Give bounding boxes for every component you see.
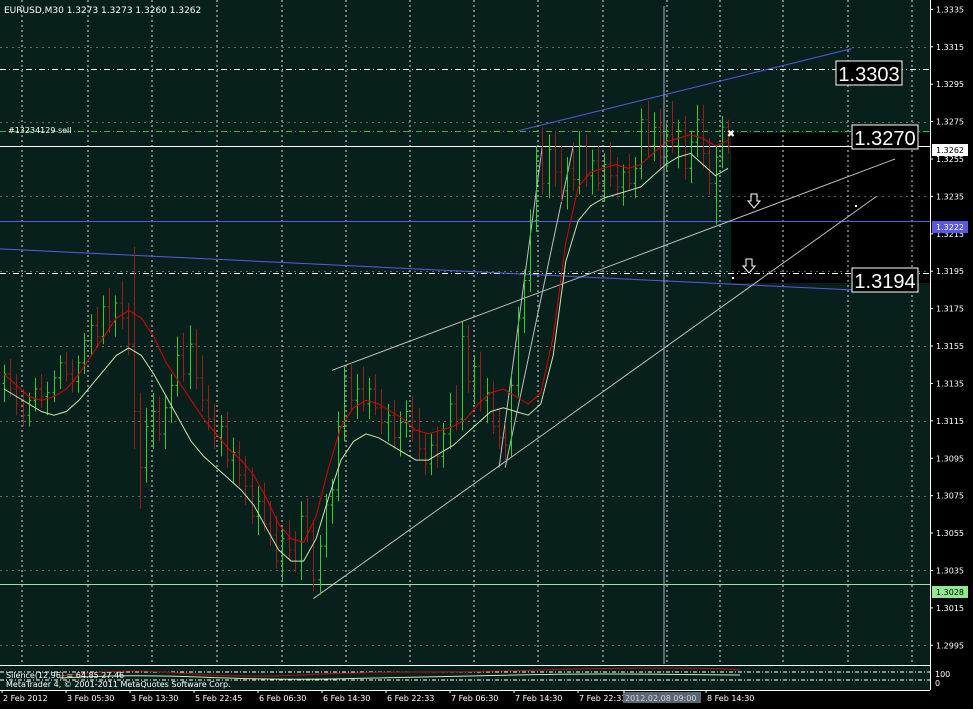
indicator-pane[interactable] [0, 666, 930, 690]
price-tick-label: 1.2995 [936, 641, 964, 650]
price-label-upper[interactable]: 1.3303 [835, 60, 903, 86]
time-tick-label: 7 Feb 14:30 [515, 694, 562, 703]
svg-text:1.3303: 1.3303 [838, 64, 899, 86]
price-label-lower[interactable]: 1.3194 [851, 267, 919, 293]
price-tick-label: 1.3155 [936, 342, 964, 351]
time-tick-label: 5 Feb 22:45 [195, 694, 242, 703]
blue-line-price-tag: 1.3222 [932, 221, 968, 233]
support-trendline [331, 158, 896, 371]
time-axis-ticks: 2 Feb 2012 3 Feb 05:30 3 Feb 13:30 5 Feb 22… [1, 690, 754, 703]
price-tick-label: 1.3255 [936, 155, 964, 164]
steep-trendline [498, 145, 543, 468]
time-tick-label: 6 Feb 14:30 [323, 694, 370, 703]
svg-text:1.3194: 1.3194 [854, 271, 915, 293]
green-line-price-tag: 1.3028 [932, 586, 968, 598]
price-label-order[interactable]: 1.3270 [851, 124, 919, 150]
order-label: #13234129 sell [8, 126, 72, 135]
svg-text:1.3270: 1.3270 [854, 128, 915, 150]
price-tick-label: 1.3195 [936, 267, 964, 276]
time-tick-label: 3 Feb 05:30 [67, 694, 114, 703]
ma-fast-line [3, 134, 729, 544]
price-tick-label: 1.3315 [936, 43, 964, 52]
price-tick-label: 1.3235 [936, 192, 964, 201]
price-tick-label: 1.3275 [936, 118, 964, 127]
time-cursor-label-bg [623, 692, 701, 703]
down-arrow-icon [746, 193, 762, 209]
trendlines[interactable] [0, 48, 896, 599]
indicator-line-red [59, 667, 741, 677]
point-marker [855, 205, 857, 207]
order-close-marker-icon: ✖ [727, 129, 735, 140]
ma-slow-line [3, 152, 729, 562]
svg-text:1.3222: 1.3222 [936, 223, 964, 232]
time-tick-label: 7 Feb 06:30 [451, 694, 498, 703]
price-tick-label: 1.3055 [936, 529, 964, 538]
price-tick-label: 1.3215 [936, 230, 964, 239]
price-tick-label: 1.3035 [936, 566, 964, 575]
price-tick-label: 1.3295 [936, 80, 964, 89]
price-tick-label: 1.3135 [936, 379, 964, 388]
lower-trendline [313, 195, 877, 599]
price-axis[interactable] [930, 0, 973, 690]
current-price-tag: 1.3262 [932, 144, 968, 156]
candles [2, 101, 731, 595]
time-tick-label: 8 Feb 14:30 [707, 694, 754, 703]
time-axis[interactable] [0, 690, 973, 709]
time-tick-label: 6 Feb 22:33 [387, 694, 434, 703]
symbol-header: EURUSD,M30 1.3273 1.3273 1.3260 1.3262 [4, 6, 201, 16]
channel-top-line [517, 48, 852, 132]
price-tick-label: 1.3095 [936, 454, 964, 463]
time-tick-label: 2 Feb 2012 [3, 694, 48, 703]
price-tick-label: 1.3115 [936, 417, 964, 426]
indicator-scale-top: 100 [935, 670, 950, 679]
time-tick-label: 2012.02.08 09:00 [625, 694, 696, 703]
time-tick-label: 3 Feb 13:30 [131, 694, 178, 703]
point-marker [732, 277, 734, 279]
indicator-scale-bottom: 0 [935, 679, 940, 688]
time-tick-label: 7 Feb 22:33 [579, 694, 626, 703]
grid [0, 0, 930, 664]
svg-text:1.3028: 1.3028 [936, 588, 964, 597]
price-axis-ticks: 1.3335 1.3315 1.3295 1.3275 1.3255 1.3235 1.32… [930, 5, 964, 650]
time-tick-label: 6 Feb 06:30 [259, 694, 306, 703]
price-tick-label: 1.3075 [936, 492, 964, 501]
copyright-text: MetaTrader 4, © 2001-2011 MetaQuotes Sof… [6, 680, 231, 689]
svg-text:1.3262: 1.3262 [936, 146, 964, 155]
plot-background [0, 0, 930, 690]
price-tick-label: 1.3335 [936, 5, 964, 14]
future-zone [731, 133, 930, 283]
indicator-label: Silence(12,96) = 64.85 27.46 [6, 671, 124, 680]
price-tick-label: 1.3015 [936, 604, 964, 613]
horizontal-levels[interactable] [0, 69, 930, 585]
down-arrow-icon [741, 258, 757, 274]
blue-trendline [0, 248, 852, 291]
indicator-line-white [59, 673, 741, 680]
price-tick-label: 1.3175 [936, 305, 964, 314]
